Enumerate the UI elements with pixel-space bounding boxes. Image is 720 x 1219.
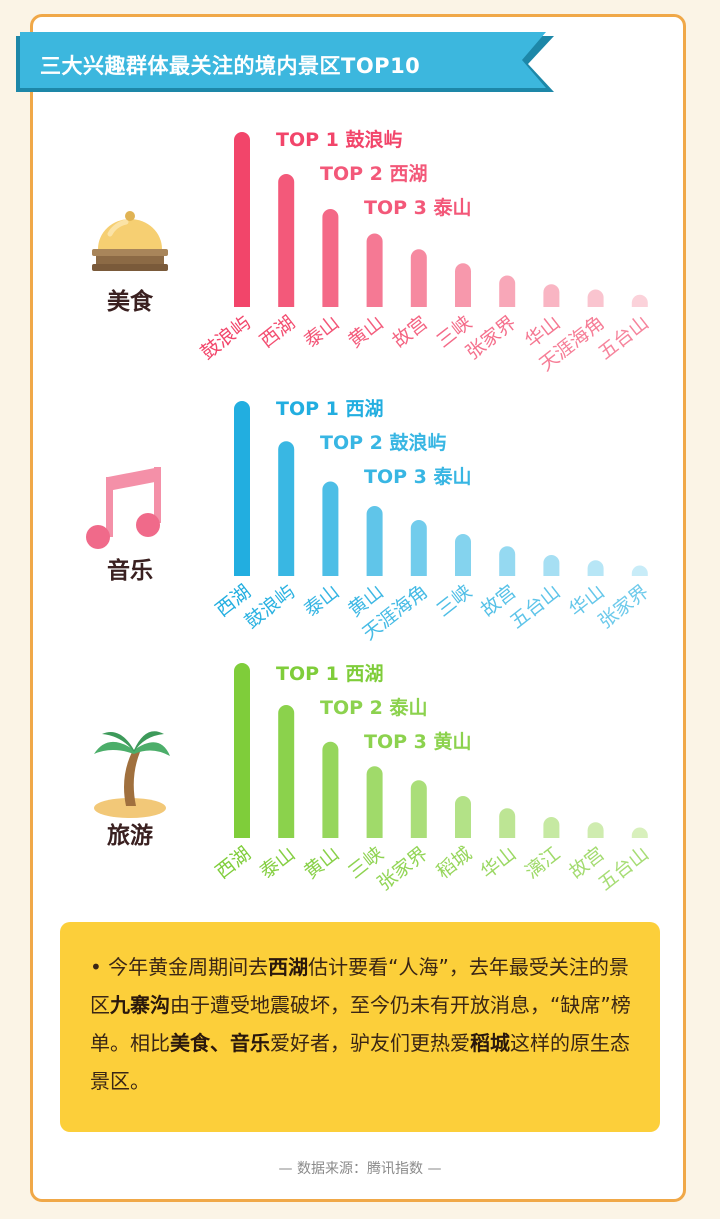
note-segment: 爱好者，驴友们更热爱	[270, 1031, 470, 1055]
tick-label: 鼓浪屿	[197, 312, 255, 364]
note-text: 今年黄金周期间去西湖估计要看“人海”，去年最受关注的景区九寨沟由于遭受地震破坏，…	[90, 955, 631, 1093]
group-label: 旅游	[107, 823, 153, 849]
bar-泰山	[322, 481, 339, 576]
music-note-icon	[86, 467, 161, 549]
tick-label: 五台山	[594, 312, 652, 364]
tick-label: 五台山	[594, 843, 652, 895]
top-label: TOP 2 西湖	[320, 163, 428, 185]
note-segment: 这样的原生态景区。	[90, 1031, 630, 1093]
bar-三峡	[455, 534, 471, 576]
bar-三峡	[455, 263, 471, 307]
tick-label: 鼓浪屿	[241, 581, 299, 633]
note-segment: 由于遭受地震破坏，至今仍未有开放消息，“缺席”榜单。相比	[90, 993, 631, 1055]
top-label: TOP 2 泰山	[320, 696, 428, 719]
bar-黄山	[366, 233, 383, 307]
tick-label: 故宫	[388, 312, 432, 353]
bar-五台山	[631, 827, 648, 838]
top-label: TOP 3 泰山	[364, 196, 472, 219]
note-segment: 今年黄金周期间去	[101, 955, 269, 979]
tick-label: 五台山	[506, 581, 564, 633]
bar-华山	[499, 808, 516, 838]
bar-天涯海角	[410, 520, 427, 576]
group-label: 美食	[107, 289, 153, 315]
bar-西湖	[234, 663, 250, 838]
top-label: TOP 1 西湖	[276, 663, 384, 685]
bar-西湖	[234, 401, 250, 576]
tick-label: 泰山	[256, 843, 300, 884]
food-cloche-icon	[92, 211, 168, 271]
bar-故宫	[410, 249, 427, 307]
note-highlight: 西湖	[268, 955, 309, 979]
note-highlight: 美食、音乐	[170, 1031, 270, 1055]
tick-label: 西湖	[212, 843, 256, 884]
bar-漓江	[543, 817, 560, 838]
tick-label: 张家界	[373, 843, 431, 895]
bar-华山	[543, 284, 560, 307]
bar-华山	[587, 560, 604, 576]
bar-张家界	[631, 565, 648, 576]
title-banner	[16, 32, 554, 92]
note-highlight: 稻城	[470, 1031, 510, 1055]
tick-label: 张家界	[462, 312, 520, 364]
bar-故宫	[499, 546, 516, 576]
bar-稻城	[455, 796, 471, 838]
tick-label: 西湖	[256, 312, 300, 353]
tick-label: 泰山	[300, 581, 344, 622]
tick-label: 黄山	[344, 312, 388, 353]
top-label: TOP 2 鼓浪屿	[320, 431, 447, 454]
top-label: TOP 1 西湖	[276, 398, 384, 420]
tick-label: 三峡	[433, 581, 477, 622]
bar-鼓浪屿	[278, 441, 295, 576]
note-segment: 估计要看“人海”，去年最受关注的景区	[90, 955, 629, 1017]
top-label: TOP 3 泰山	[364, 465, 472, 488]
summary-note: • 今年黄金周期间去西湖估计要看“人海”，去年最受关注的景区九寨沟由于遭受地震破…	[60, 922, 660, 1132]
tick-label: 泰山	[300, 312, 344, 353]
data-source: — 数据来源：腾讯指数 —	[278, 1161, 442, 1177]
top-label: TOP 3 黄山	[364, 730, 472, 753]
bar-五台山	[543, 555, 560, 576]
bar-西湖	[278, 174, 295, 307]
bar-鼓浪屿	[234, 132, 250, 307]
group-label: 音乐	[107, 558, 153, 584]
palm-tree-icon	[94, 731, 170, 818]
bar-五台山	[631, 294, 648, 307]
bar-天涯海角	[587, 289, 604, 307]
bar-故宫	[587, 822, 604, 838]
top-label: TOP 1 鼓浪屿	[276, 128, 403, 151]
tick-label: 漓江	[521, 843, 565, 884]
bar-张家界	[410, 780, 427, 838]
page-title: 三大兴趣群体最关注的境内景区TOP10	[40, 54, 421, 78]
tick-label: 张家界	[594, 581, 652, 633]
note-bullet: •	[90, 955, 102, 979]
bar-黄山	[366, 506, 383, 576]
note-highlight: 九寨沟	[110, 993, 170, 1017]
tick-label: 华山	[477, 843, 521, 884]
bar-泰山	[278, 705, 295, 838]
bar-黄山	[322, 741, 339, 838]
tick-label: 稻城	[433, 843, 477, 884]
bar-张家界	[499, 275, 516, 307]
tick-label: 黄山	[300, 843, 344, 884]
bar-三峡	[366, 766, 383, 838]
bar-泰山	[322, 209, 339, 307]
